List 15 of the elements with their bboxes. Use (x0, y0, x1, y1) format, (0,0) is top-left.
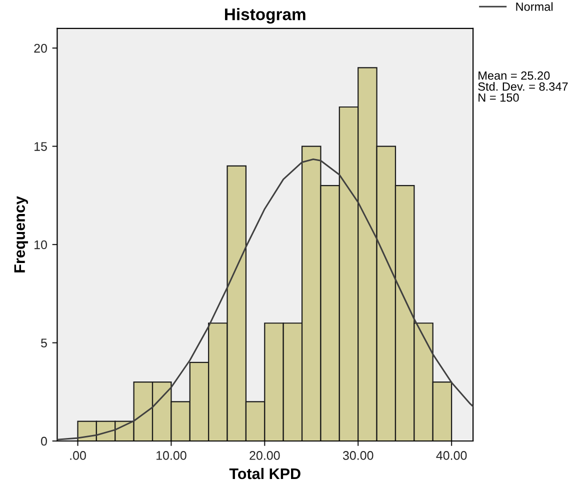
y-tick-label: 15 (34, 142, 47, 151)
x-tick-label: 30.00 (342, 451, 374, 460)
y-tick-label: 10 (34, 240, 47, 250)
legend-label: Normal (516, 2, 553, 11)
text: Mean = 25.20 Std. Dev. = 8.347 N = 150 (478, 71, 568, 102)
x-tick-label: .00 (70, 451, 86, 460)
x-axis-title: Total KPD (229, 468, 300, 480)
y-axis-title: Frequency (14, 196, 28, 272)
x-tick-label: 10.00 (156, 451, 186, 460)
x-tick-label: 20.00 (250, 451, 280, 460)
y-tick-label: 0 (41, 436, 47, 446)
x-tick-label: 40.00 (436, 451, 467, 460)
y-tick-label: 20 (34, 44, 47, 53)
y-tick-label: 5 (41, 338, 47, 348)
chart-title: Histogram (225, 8, 306, 24)
